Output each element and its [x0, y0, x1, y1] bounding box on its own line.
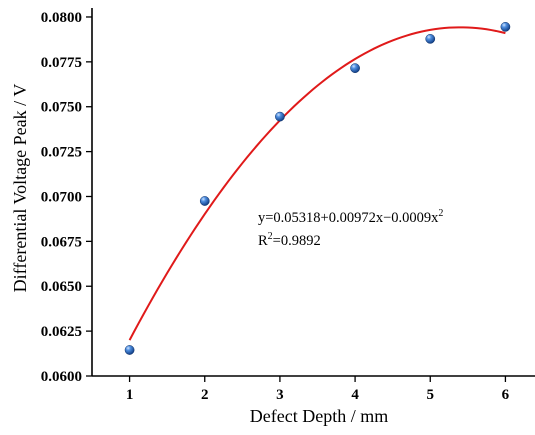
x-axis-title: Defect Depth / mm — [250, 406, 388, 426]
x-ticks: 1 2 3 4 5 6 — [126, 376, 510, 403]
fit-equation-exponent: 2 — [438, 208, 443, 219]
x-tick-label: 5 — [427, 387, 435, 403]
y-tick-label: 0.0675 — [41, 234, 82, 250]
y-tick-label: 0.0775 — [41, 55, 82, 71]
y-axis-title: Differential Voltage Peak / V — [10, 84, 30, 293]
r-squared-exponent: 2 — [268, 231, 273, 242]
data-point — [124, 345, 135, 355]
data-point — [500, 21, 511, 32]
data-point — [425, 34, 436, 44]
y-tick-label: 0.0600 — [41, 369, 82, 385]
x-tick-label: 4 — [351, 387, 359, 403]
data-points — [124, 21, 511, 355]
y-tick-label: 0.0625 — [41, 324, 82, 340]
y-tick-label: 0.0725 — [41, 145, 82, 161]
fit-curve — [128, 26, 506, 341]
data-point — [199, 196, 210, 206]
y-tick-label: 0.0800 — [41, 10, 82, 26]
data-point — [350, 63, 360, 73]
y-tick-label: 0.0700 — [41, 189, 82, 205]
y-tick-label: 0.0650 — [41, 279, 82, 295]
x-tick-label: 3 — [276, 387, 284, 403]
data-point — [275, 111, 285, 122]
x-tick-label: 6 — [502, 387, 510, 403]
x-tick-label: 1 — [126, 387, 134, 403]
y-ticks: 0.0600 0.0625 0.0650 0.0675 0.0700 0.0725 0.07… — [41, 10, 92, 385]
y-tick-label: 0.0750 — [41, 100, 82, 116]
fit-equation: y=0.05318+0.00972x−0.0009x2 — [258, 208, 443, 226]
r-squared: R2=0.9892 — [258, 231, 321, 249]
x-tick-label: 2 — [201, 387, 209, 403]
axes — [91, 8, 535, 377]
